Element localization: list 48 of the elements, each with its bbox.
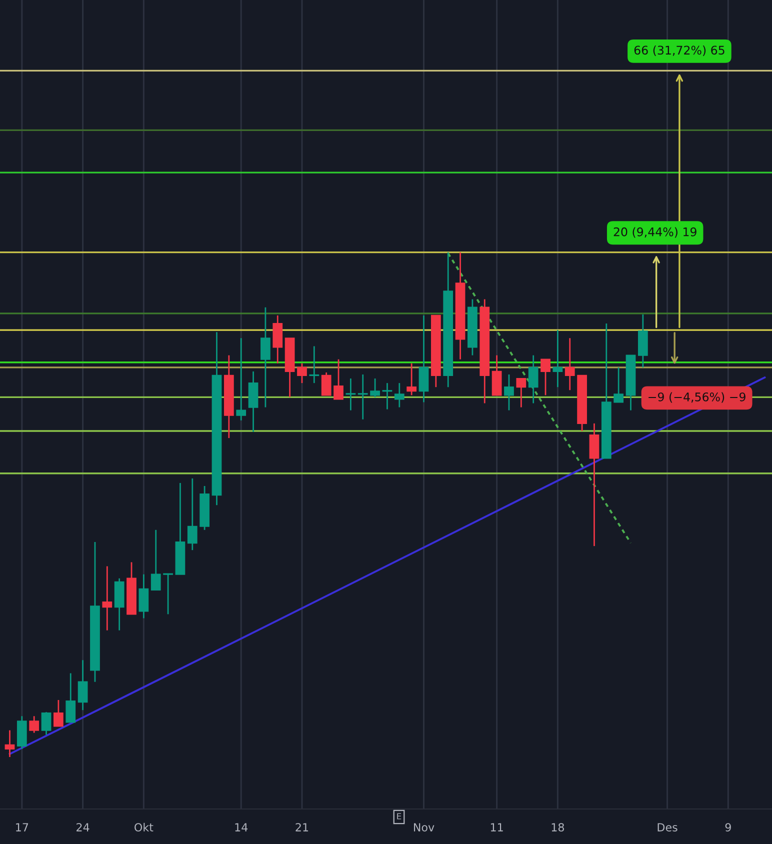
candlestick [138, 574, 149, 619]
candlestick [187, 478, 198, 551]
x-tick-label: 14 [235, 823, 248, 832]
candlestick [309, 346, 320, 384]
candlestick [370, 378, 380, 398]
candlestick [334, 358, 344, 400]
candlestick [346, 378, 356, 411]
candlestick [29, 715, 40, 734]
x-tick-label: 9 [725, 823, 731, 832]
candlestick [589, 422, 600, 547]
candlestick [406, 362, 417, 396]
text: E [397, 813, 402, 820]
candlestick [260, 306, 270, 408]
candlestick [564, 337, 575, 391]
candlestick [418, 314, 429, 403]
candlestick [54, 699, 64, 727]
candlestick [504, 374, 514, 411]
x-tick-label: 17 [16, 823, 28, 832]
annotation: 20 (9,44%) 19 [614, 227, 696, 238]
candlestick [150, 529, 161, 591]
candlestick [78, 659, 88, 711]
candlestick [41, 711, 52, 736]
candlestick [614, 366, 624, 403]
candlestick [297, 362, 307, 384]
candlestick [163, 573, 173, 615]
candlestick [516, 378, 526, 408]
candlestick [358, 374, 368, 420]
candlestick [4, 730, 15, 758]
candlestick [540, 358, 550, 396]
candlestick [236, 337, 246, 422]
candlestick [552, 329, 563, 388]
candlestick [66, 672, 76, 723]
candlestick [492, 354, 502, 396]
x-tick-label: 18 [552, 823, 564, 832]
annotation: −9 (−4,56%) −9 [648, 392, 746, 403]
x-tick-label: Okt [134, 822, 154, 832]
annotation: 66 (31,72%) 65 [634, 46, 724, 56]
x-tick-label: 21 [296, 823, 308, 832]
candlestick [382, 382, 392, 410]
candlestick [102, 566, 112, 632]
candlestick [321, 372, 332, 396]
x-tick-label: 11 [490, 823, 503, 832]
x-tick-label: Des [658, 823, 678, 832]
candlestick [528, 354, 538, 404]
x-tick-label: Nov [414, 823, 434, 832]
candlestick [272, 314, 283, 364]
x-tick-label: 24 [76, 823, 90, 832]
candlestick [394, 382, 404, 408]
